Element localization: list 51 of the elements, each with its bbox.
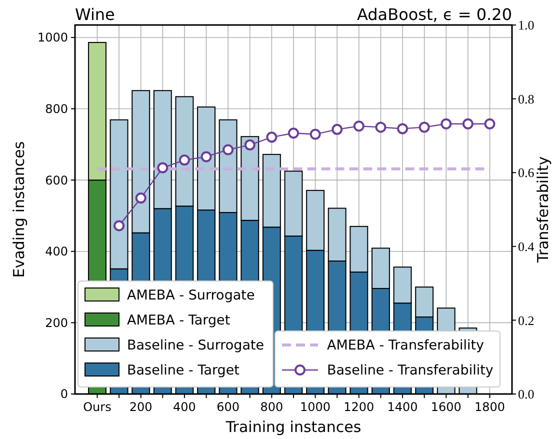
x-tick-label: 1400: [387, 400, 418, 414]
x-axis-title: Training instances: [224, 418, 362, 436]
point: [332, 124, 343, 135]
x-tick-label: 200: [129, 400, 152, 414]
y2-tick-label: 0.4: [518, 238, 535, 254]
y-tick-label: 200: [45, 316, 68, 330]
point: [353, 120, 364, 132]
legend-label: Baseline - Transferability: [327, 362, 494, 379]
x-tick-label: Ours: [83, 400, 112, 414]
point: [310, 128, 321, 140]
y2-tick-label: 0.0: [518, 386, 534, 402]
legend-label: AMEBA - Surrogate: [127, 288, 255, 304]
point: [288, 128, 299, 139]
point: [484, 118, 496, 130]
point: [266, 132, 278, 143]
y2-tick-label: 0.6: [518, 165, 535, 180]
y-tick-label: 800: [45, 102, 68, 116]
x-tick-label: 400: [173, 400, 196, 414]
x-tick-label: 600: [216, 400, 240, 414]
y2-axis-title: Transferability: [534, 156, 552, 264]
point: [222, 144, 234, 156]
point: [114, 220, 125, 232]
y2-tick-label: 0.2: [518, 312, 534, 328]
point: [135, 192, 146, 204]
y-tick-label: 0: [60, 387, 68, 402]
point: [418, 122, 430, 133]
point: [157, 162, 168, 174]
chart-subtitle: AdaBoost, ϵ = 0.20: [356, 5, 512, 24]
y2-tick-label: 0.8: [518, 91, 534, 106]
legend-label: AMEBA - Target: [127, 312, 230, 329]
y-tick-label: 1000: [37, 30, 68, 45]
point: [440, 118, 452, 130]
x-tick-label: 1200: [344, 400, 374, 414]
y-tick-label: 400: [45, 244, 68, 259]
legend-label: Baseline - Target: [127, 362, 240, 379]
chart-title: Wine: [75, 5, 115, 24]
point: [200, 151, 212, 162]
point: [397, 123, 408, 134]
legend-label: Baseline - Surrogate: [127, 338, 264, 354]
x-tick-label: 1600: [430, 400, 462, 414]
y-axis-title: Evading instances: [10, 141, 28, 278]
x-tick-label: 1000: [300, 400, 331, 414]
x-tick-label: 800: [260, 400, 284, 414]
point: [462, 118, 474, 130]
y-tick-label: 600: [45, 173, 68, 188]
point: [178, 154, 190, 166]
x-tick-label: 1800: [474, 400, 506, 414]
y2-tick-label: 1.0: [518, 18, 534, 33]
point: [244, 139, 256, 150]
point: [375, 122, 386, 133]
legend-label: AMEBA - Transferability: [327, 338, 484, 354]
